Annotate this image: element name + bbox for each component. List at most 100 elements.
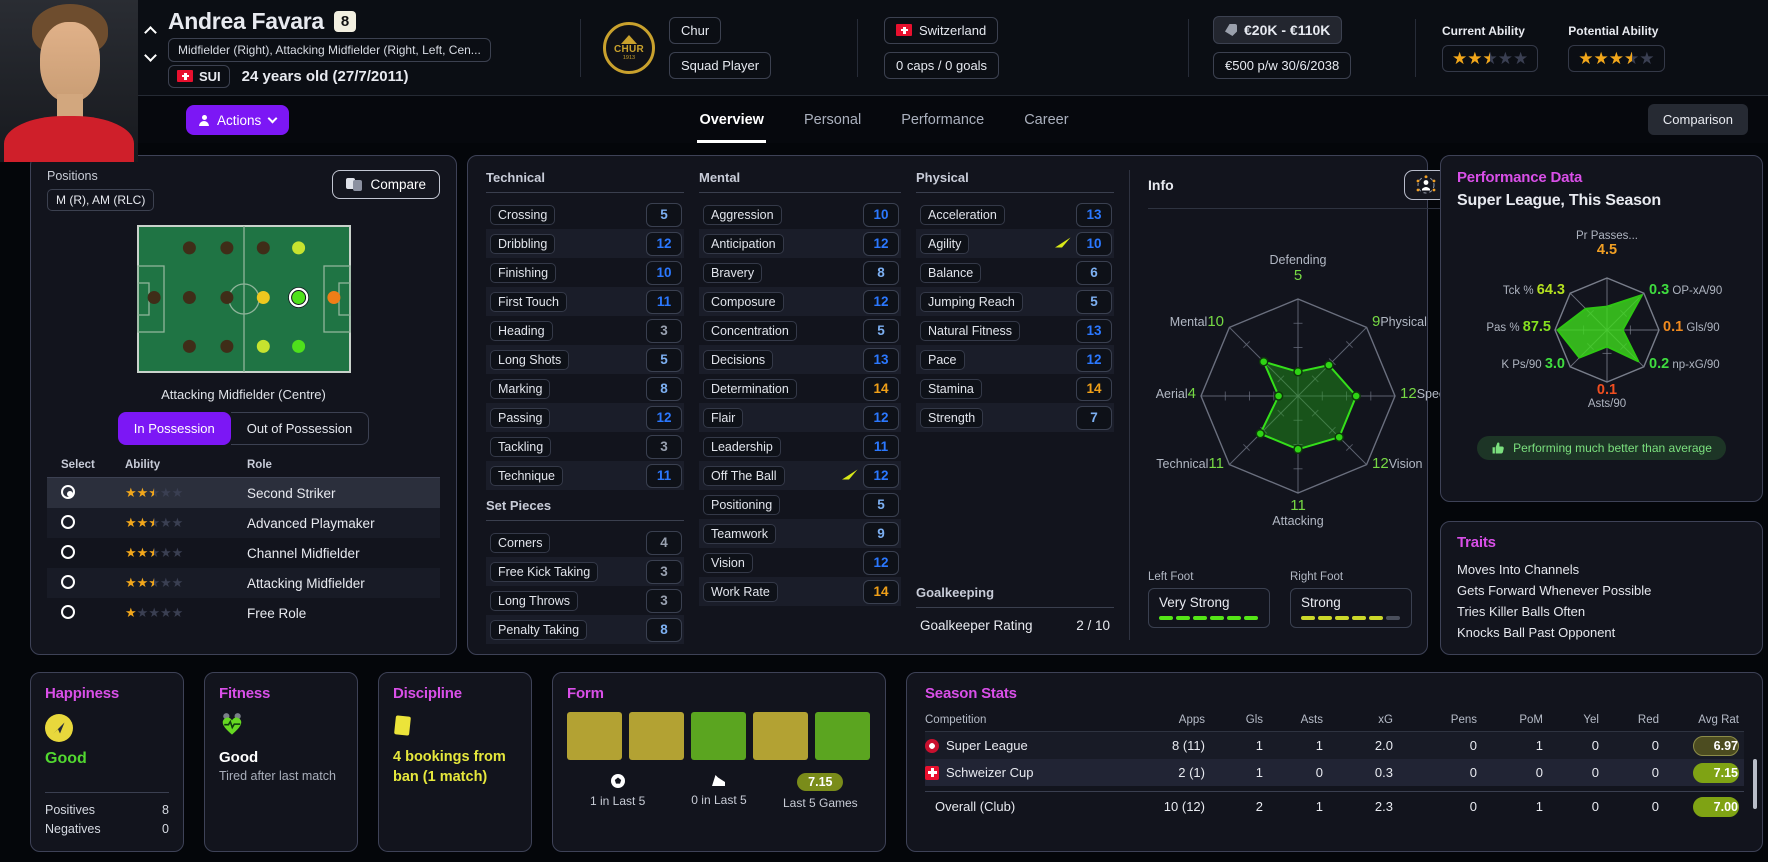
last5-rating-badge: 7.15 <box>797 773 844 791</box>
position-pitch[interactable] <box>136 225 351 373</box>
attribute-row-technique[interactable]: Technique 11 <box>486 461 684 490</box>
fitness-panel: Fitness Good Tired after last match <box>204 672 358 852</box>
role-radio[interactable] <box>61 544 75 559</box>
traits-panel: Traits Moves Into Channels Gets Forward W… <box>1440 521 1763 655</box>
season-stats-row-super-league[interactable]: Super League 8 (11) 1 1 2.0 0 1 0 0 6.97 <box>925 732 1744 759</box>
radar-axis-attacking: 11 Attacking <box>1272 497 1324 528</box>
attribute-row-free-kick-taking[interactable]: Free Kick Taking 3 <box>486 557 684 586</box>
club-crest-icon[interactable]: CHUR 1913 <box>603 21 655 74</box>
compare-button[interactable]: Compare <box>332 170 440 199</box>
previous-player-chevron-icon[interactable] <box>144 26 157 39</box>
role-radio[interactable] <box>61 484 75 499</box>
role-row-free-role[interactable]: ★★★★★ Free Role <box>47 598 440 628</box>
role-radio[interactable] <box>61 604 75 619</box>
out-of-possession-toggle[interactable]: Out of Possession <box>230 412 370 445</box>
form-match-square-5[interactable] <box>815 712 870 760</box>
tab-performance[interactable]: Performance <box>901 111 985 128</box>
form-match-square-2[interactable] <box>629 712 684 760</box>
selected-position-caption: Attacking Midfielder (Centre) <box>161 387 326 402</box>
attribute-row-balance[interactable]: Balance 6 <box>916 258 1114 287</box>
squad-number-badge: 8 <box>333 10 357 32</box>
club-name-pill[interactable]: Chur <box>669 16 722 44</box>
in-possession-toggle[interactable]: In Possession <box>117 412 231 445</box>
attribute-row-finishing[interactable]: Finishing 10 <box>486 258 684 287</box>
attribute-row-positioning[interactable]: Positioning 5 <box>699 490 901 519</box>
transfer-value-pill[interactable]: €20K - €110K <box>1213 16 1343 44</box>
form-match-square-3[interactable] <box>691 712 746 760</box>
attribute-row-penalty-taking[interactable]: Penalty Taking 8 <box>486 615 684 644</box>
fitness-title: Fitness <box>219 685 271 702</box>
football-icon <box>610 774 625 788</box>
season-stats-row-overall-club-[interactable]: Overall (Club) 10 (12) 2 1 2.3 0 1 0 0 7.00 <box>925 791 1744 821</box>
nationality-pill[interactable]: SUI <box>168 64 230 88</box>
attribute-row-heading[interactable]: Heading 3 <box>486 316 684 345</box>
attribute-row-pace[interactable]: Pace 12 <box>916 345 1114 374</box>
attribute-row-determination[interactable]: Determination 14 <box>699 374 901 403</box>
attribute-row-anticipation[interactable]: Anticipation 12 <box>699 229 901 258</box>
season-stats-scrollbar[interactable] <box>1753 759 1757 809</box>
right-foot-strength: Strong <box>1301 595 1341 610</box>
tab-overview[interactable]: Overview <box>697 96 766 143</box>
attribute-row-composure[interactable]: Composure 12 <box>699 287 901 316</box>
thumbs-up-icon <box>1492 442 1504 454</box>
attribute-row-flair[interactable]: Flair 12 <box>699 403 901 432</box>
attribute-row-passing[interactable]: Passing 12 <box>486 403 684 432</box>
performance-radar-chart: Pr Passes... 4.5 0.3 OP-xA/90 0.1 Gls/90 … <box>1457 218 1757 430</box>
next-player-chevron-icon[interactable] <box>144 49 157 62</box>
comparison-button[interactable]: Comparison <box>1647 104 1748 135</box>
attribute-row-acceleration[interactable]: Acceleration 13 <box>916 200 1114 229</box>
caps-goals-pill[interactable]: 0 caps / 0 goals <box>884 51 1000 79</box>
positions-summary-pill[interactable]: Midfielder (Right), Attacking Midfielder… <box>168 37 491 62</box>
attribute-row-work-rate[interactable]: Work Rate 14 <box>699 577 901 606</box>
squad-status-pill[interactable]: Squad Player <box>669 51 772 79</box>
attribute-row-decisions[interactable]: Decisions 13 <box>699 345 901 374</box>
attribute-row-first-touch[interactable]: First Touch 11 <box>486 287 684 316</box>
actions-button[interactable]: Actions <box>186 105 290 135</box>
potential-ability-label: Potential Ability <box>1568 23 1659 38</box>
attribute-row-leadership[interactable]: Leadership 11 <box>699 432 901 461</box>
trait-item: Knocks Ball Past Opponent <box>1457 625 1616 640</box>
positions-badge: M (R), AM (RLC) <box>47 189 155 211</box>
attribute-row-corners[interactable]: Corners 4 <box>486 528 684 557</box>
attribute-row-natural-fitness[interactable]: Natural Fitness 13 <box>916 316 1114 345</box>
attribute-row-agility[interactable]: Agility 10 <box>916 229 1114 258</box>
attribute-row-marking[interactable]: Marking 8 <box>486 374 684 403</box>
role-row-advanced-playmaker[interactable]: ★★★★★★Advanced Playmaker <box>47 508 440 538</box>
fitness-status: Good <box>219 749 259 766</box>
happiness-panel: Happiness Good Positives 8 Negatives 0 <box>30 672 184 852</box>
attribute-row-concentration[interactable]: Concentration 5 <box>699 316 901 345</box>
attribute-row-teamwork[interactable]: Teamwork 9 <box>699 519 901 548</box>
attribute-row-crossing[interactable]: Crossing 5 <box>486 200 684 229</box>
tab-personal[interactable]: Personal <box>803 111 862 128</box>
wage-contract-pill[interactable]: €500 p/w 30/6/2038 <box>1213 52 1352 79</box>
happiness-title: Happiness <box>45 685 120 702</box>
role-radio[interactable] <box>61 574 75 589</box>
tab-career[interactable]: Career <box>1024 111 1069 128</box>
discipline-text: 4 bookings from ban (1 match) <box>393 749 506 785</box>
attribute-row-dribbling[interactable]: Dribbling 12 <box>486 229 684 258</box>
attribute-row-bravery[interactable]: Bravery 8 <box>699 258 901 287</box>
attribute-row-aggression[interactable]: Aggression 10 <box>699 200 901 229</box>
role-radio[interactable] <box>61 514 75 529</box>
form-match-square-4[interactable] <box>753 712 808 760</box>
attribute-row-long-shots[interactable]: Long Shots 5 <box>486 345 684 374</box>
role-row-channel-midfielder[interactable]: ★★★★★★Channel Midfielder <box>47 538 440 568</box>
nation-pill[interactable]: Switzerland <box>884 16 999 44</box>
radar-axis-mental: Mental10 <box>1169 313 1224 330</box>
attribute-row-off-the-ball[interactable]: Off The Ball 12 <box>699 461 901 490</box>
attribute-row-strength[interactable]: Strength 7 <box>916 403 1114 432</box>
attribute-row-stamina[interactable]: Stamina 14 <box>916 374 1114 403</box>
attribute-row-long-throws[interactable]: Long Throws 3 <box>486 586 684 615</box>
form-match-square-1[interactable] <box>567 712 622 760</box>
role-row-second-striker[interactable]: ★★★★★★Second Striker <box>47 478 440 508</box>
player-header: Andrea Favara 8 Midfielder (Right), Atta… <box>0 0 1768 162</box>
role-row-attacking-midfielder[interactable]: ★★★★★★Attacking Midfielder <box>47 568 440 598</box>
season-stats-title: Season Stats <box>925 685 1017 702</box>
attribute-row-vision[interactable]: Vision 12 <box>699 548 901 577</box>
attribute-row-tackling[interactable]: Tackling 3 <box>486 432 684 461</box>
season-stats-row-schweizer-cup[interactable]: Schweizer Cup 2 (1) 1 0 0.3 0 0 0 0 7.15 <box>925 759 1744 786</box>
attribute-row-jumping-reach[interactable]: Jumping Reach 5 <box>916 287 1114 316</box>
left-foot-strength-bar <box>1159 616 1259 620</box>
super-league-icon <box>925 738 939 753</box>
performance-subtitle: Super League, This Season <box>1457 192 1661 209</box>
